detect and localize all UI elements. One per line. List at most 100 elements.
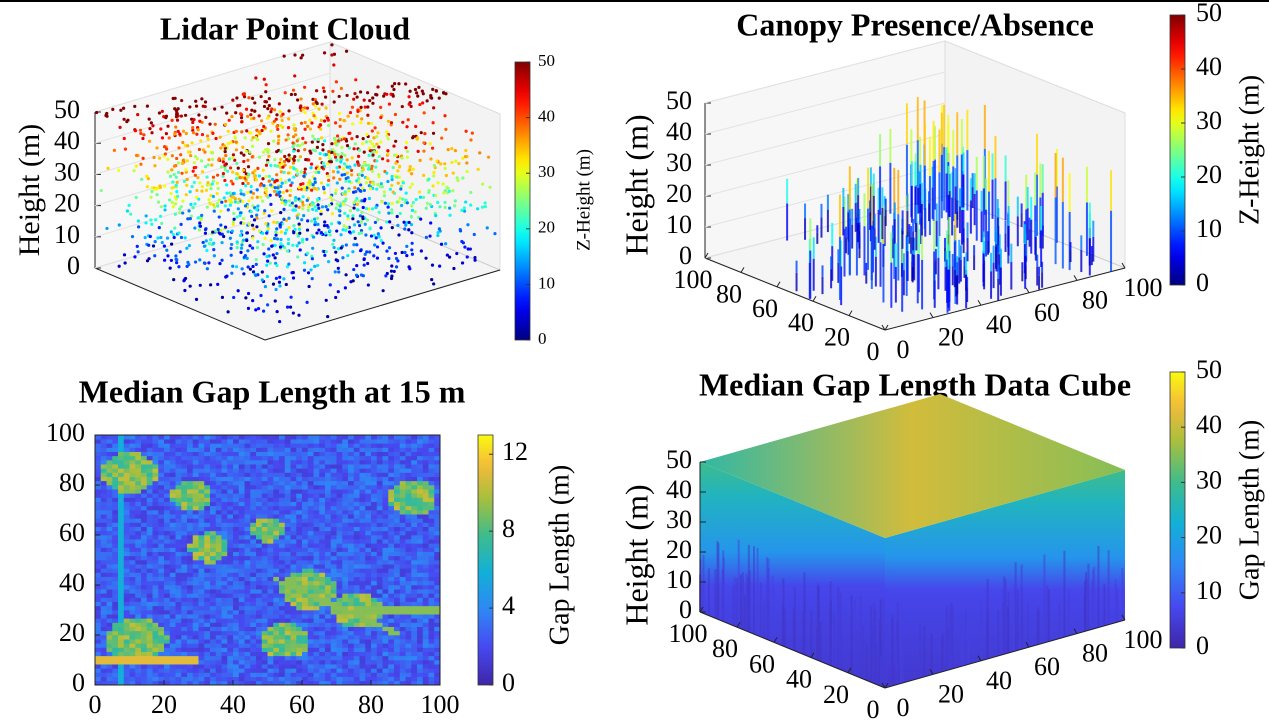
cell	[417, 610, 423, 614]
cell	[199, 539, 205, 543]
point	[339, 118, 342, 121]
cell	[227, 539, 233, 543]
cell	[388, 652, 394, 656]
point	[274, 234, 277, 237]
cell	[124, 606, 130, 610]
cell	[268, 610, 274, 614]
point	[337, 290, 340, 293]
cell	[227, 602, 233, 606]
cell	[204, 531, 210, 535]
cell	[193, 648, 199, 652]
cell	[204, 514, 210, 518]
cell	[130, 623, 136, 627]
cell	[130, 664, 136, 668]
point	[158, 157, 161, 160]
point	[272, 253, 275, 256]
point	[255, 258, 258, 261]
point	[158, 111, 161, 114]
cell	[216, 660, 222, 664]
cell	[193, 660, 199, 664]
cell	[273, 506, 279, 510]
cell	[411, 581, 417, 585]
point	[246, 159, 249, 162]
point	[266, 260, 269, 263]
cell	[187, 631, 193, 635]
cell	[337, 668, 343, 672]
cell	[245, 639, 251, 643]
point	[186, 159, 189, 162]
cell	[164, 677, 170, 681]
point	[148, 117, 151, 120]
cell	[314, 573, 320, 577]
cell	[325, 527, 331, 531]
point	[352, 191, 355, 194]
cell	[233, 673, 239, 677]
point	[323, 139, 326, 142]
cell	[348, 614, 354, 618]
cell	[434, 514, 440, 518]
cell	[181, 543, 187, 547]
cell	[112, 618, 118, 622]
cell	[101, 585, 107, 589]
point	[368, 99, 371, 102]
cell	[181, 518, 187, 522]
cell	[354, 535, 360, 539]
point	[344, 273, 347, 276]
cell	[239, 602, 245, 606]
cell	[210, 514, 216, 518]
cell	[371, 660, 377, 664]
cell	[256, 618, 262, 622]
cell	[130, 506, 136, 510]
cell	[245, 652, 251, 656]
cell	[256, 606, 262, 610]
cell	[107, 548, 113, 552]
cell	[360, 635, 366, 639]
cell	[423, 543, 429, 547]
point	[262, 151, 265, 154]
point	[454, 149, 457, 152]
point	[350, 173, 353, 176]
point	[423, 132, 426, 135]
cell	[429, 618, 435, 622]
cell	[256, 627, 262, 631]
cell	[233, 518, 239, 522]
point	[266, 275, 269, 278]
point	[371, 153, 374, 156]
cell	[239, 668, 245, 672]
point	[180, 114, 183, 117]
cell	[193, 639, 199, 643]
point	[327, 260, 330, 263]
cell	[227, 623, 233, 627]
cell	[204, 652, 210, 656]
cell	[124, 523, 130, 527]
point	[358, 149, 361, 152]
point	[298, 232, 301, 235]
cell	[147, 660, 153, 664]
cell	[227, 656, 233, 660]
x-tick-label: 0	[897, 335, 910, 364]
cell	[360, 523, 366, 527]
point	[367, 283, 370, 286]
cell	[158, 627, 164, 631]
point	[334, 189, 337, 192]
cell	[371, 543, 377, 547]
cell	[112, 664, 118, 668]
point	[311, 257, 314, 260]
cell	[406, 618, 412, 622]
point	[351, 214, 354, 217]
cell	[141, 643, 147, 647]
cell	[250, 556, 256, 560]
cell	[199, 623, 205, 627]
cell	[302, 664, 308, 668]
point	[432, 132, 435, 135]
cell	[434, 668, 440, 672]
cell	[227, 581, 233, 585]
point	[309, 127, 312, 130]
cell	[434, 643, 440, 647]
cell	[388, 564, 394, 568]
point	[276, 186, 279, 189]
cell	[406, 668, 412, 672]
point	[170, 119, 173, 122]
point	[386, 159, 389, 162]
cell	[199, 677, 205, 681]
